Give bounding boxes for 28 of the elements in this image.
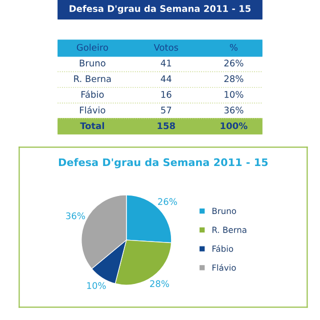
data-label: 26% xyxy=(158,198,177,206)
text: Total xyxy=(80,122,104,130)
legend-label: Bruno xyxy=(212,208,236,214)
data-label: 28% xyxy=(150,280,170,288)
data-label: 10% xyxy=(224,90,244,98)
data-label: 10% xyxy=(87,282,106,290)
chart-title: Defesa D'grau da Semana 2011 - 15 xyxy=(58,158,268,168)
category-label: R. Berna xyxy=(74,75,111,82)
text: % xyxy=(230,44,238,51)
text: 100% xyxy=(220,122,248,130)
legend-label: Flávio xyxy=(212,264,236,271)
data-label: 44 xyxy=(160,75,172,82)
text: 158 xyxy=(158,122,176,130)
data-label: 26% xyxy=(224,60,244,66)
data-label: 36% xyxy=(66,212,85,220)
legend-label: R. Berna xyxy=(212,226,246,233)
category-label: Bruno xyxy=(80,60,106,66)
category-label: Flávio xyxy=(80,106,106,114)
text: Defesa D'grau da Semana 2011 - 15 xyxy=(70,5,251,14)
text: Votos xyxy=(154,44,178,51)
text: Goleiro xyxy=(76,44,108,51)
legend-label: Fábio xyxy=(212,245,234,252)
category-label: Fábio xyxy=(81,90,104,98)
data-label: 41 xyxy=(160,60,172,66)
data-label: 16 xyxy=(161,90,172,98)
data-label: 36% xyxy=(224,106,244,114)
data-label: 28% xyxy=(224,75,244,82)
data-label: 57 xyxy=(161,106,172,114)
